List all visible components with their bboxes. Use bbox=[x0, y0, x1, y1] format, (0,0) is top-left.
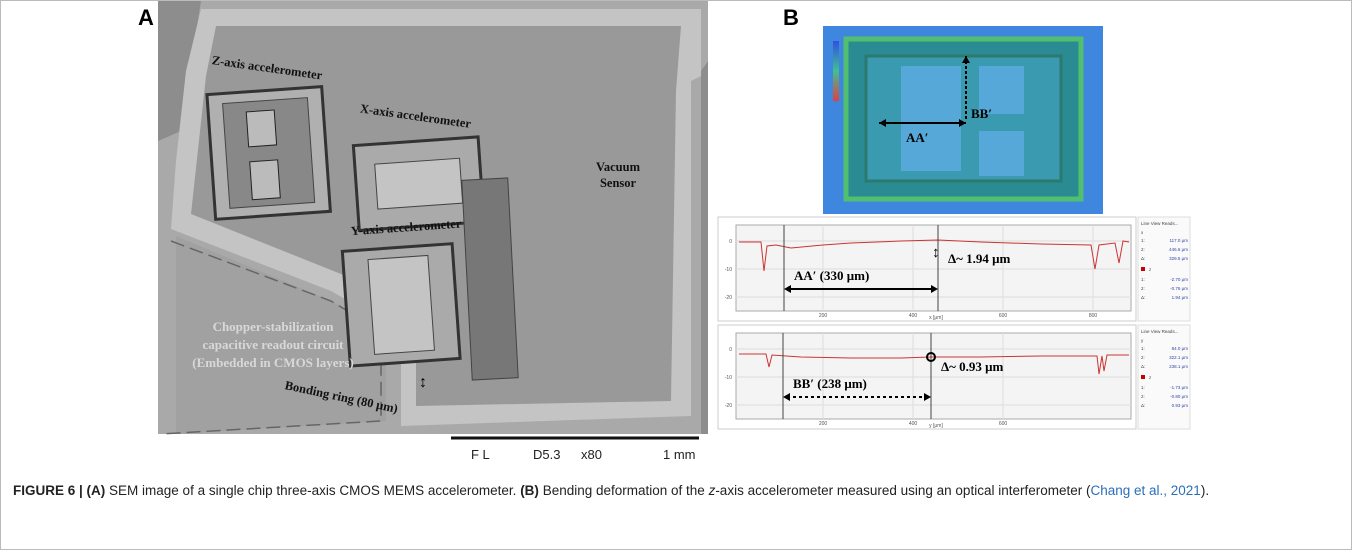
span-label: BB′ (238 μm) bbox=[793, 376, 867, 391]
scale-text: D5.3 bbox=[533, 447, 560, 462]
readout-value: 238.1 μm bbox=[1169, 364, 1188, 369]
citation[interactable]: Chang et al., 2021 bbox=[1090, 483, 1200, 498]
readout-key: 2: bbox=[1141, 286, 1145, 291]
caption: FIGURE 6 | (A) SEM image of a single chi… bbox=[13, 479, 1333, 503]
profiles: 0 -10 -20 200 400 600 800 x [μm] AA′ (330 μm) ↕ Δ~… bbox=[718, 217, 1190, 429]
readout-title: Line View Reads... bbox=[1141, 329, 1178, 334]
readout-value: -1.73 μm bbox=[1170, 385, 1188, 390]
readout-value: 84.0 μm bbox=[1172, 346, 1189, 351]
readout-value: -0.80 μm bbox=[1170, 394, 1188, 399]
tick-label: -20 bbox=[725, 403, 732, 409]
readout-value: 0.93 μm bbox=[1172, 403, 1189, 408]
tick-label: -10 bbox=[725, 375, 732, 381]
readout-key: 1: bbox=[1141, 346, 1145, 351]
panel-label: B bbox=[783, 5, 799, 30]
readout-key: 1: bbox=[1141, 238, 1145, 243]
scale-text: 1 mm bbox=[663, 447, 696, 462]
readout-key: Δ: bbox=[1141, 256, 1145, 261]
readout-title: Line View Reads... bbox=[1141, 221, 1178, 226]
caption-text: ). bbox=[1201, 483, 1209, 498]
tick-label: -20 bbox=[725, 295, 732, 301]
scale-text: x80 bbox=[581, 447, 602, 462]
label: Sensor bbox=[600, 176, 637, 190]
readout-key: 1: bbox=[1141, 385, 1145, 390]
label: Chopper-stabilization bbox=[213, 319, 335, 334]
label: Vacuum bbox=[596, 160, 641, 174]
figure-art: A Z-axis accelerometer X-axis accelerome… bbox=[1, 1, 1352, 471]
scale-text: F L bbox=[471, 447, 490, 462]
chip-map bbox=[979, 131, 1024, 176]
chip-map bbox=[901, 66, 961, 171]
readout-panel bbox=[1138, 217, 1190, 321]
caption-text: Bending deformation of the bbox=[539, 483, 709, 498]
readout-value: 329.5 μm bbox=[1169, 256, 1188, 261]
tick-label: 200 bbox=[819, 421, 828, 427]
series-swatch bbox=[1141, 375, 1145, 379]
readout-key: 2: bbox=[1141, 247, 1145, 252]
readout-value: 322.1 μm bbox=[1169, 355, 1188, 360]
span-label: AA′ (330 μm) bbox=[794, 268, 869, 283]
readout-key: 2: bbox=[1141, 355, 1145, 360]
readout-key: 1: bbox=[1141, 277, 1145, 282]
readout-value: 1.94 μm bbox=[1172, 295, 1189, 300]
tick-label: -10 bbox=[725, 267, 732, 273]
panel-label: A bbox=[138, 5, 154, 30]
arrow: ↕ bbox=[419, 374, 427, 391]
delta-label: Δ~ 1.94 μm bbox=[948, 251, 1011, 266]
caption-text: -axis accelerometer measured using an op… bbox=[715, 483, 1090, 498]
label: (Embedded in CMOS layers) bbox=[192, 355, 353, 370]
tick-label: 400 bbox=[909, 421, 918, 427]
axis-label: y [μm] bbox=[929, 423, 943, 429]
readout-value: -2.70 μm bbox=[1170, 277, 1188, 282]
readout-key: Δ: bbox=[1141, 295, 1145, 300]
readout-key: Δ: bbox=[1141, 364, 1145, 369]
axis-label: x [μm] bbox=[929, 315, 943, 321]
z-accelerometer bbox=[207, 87, 330, 220]
tick-label: 0 bbox=[729, 347, 732, 353]
colorbar bbox=[833, 41, 839, 101]
label: capacitive readout circuit bbox=[202, 337, 344, 352]
readout-panel bbox=[1138, 325, 1190, 429]
chip-map bbox=[866, 56, 1061, 181]
readout-value: 117.0 μm bbox=[1169, 238, 1188, 243]
readout-value: 446.6 μm bbox=[1169, 247, 1188, 252]
vacuum-sensor bbox=[462, 178, 518, 380]
map-label: BB′ bbox=[971, 106, 992, 121]
figure: A Z-axis accelerometer X-axis accelerome… bbox=[0, 0, 1352, 550]
caption-label: FIGURE 6 | (A) bbox=[13, 483, 105, 498]
readout-key: 2: bbox=[1141, 394, 1145, 399]
tick-label: 600 bbox=[999, 421, 1008, 427]
arrow: ↕ bbox=[932, 244, 940, 261]
series-swatch bbox=[1141, 267, 1145, 271]
readout-value: -0.76 μm bbox=[1170, 286, 1188, 291]
tick-label: 600 bbox=[999, 313, 1008, 319]
tick-label: 800 bbox=[1089, 313, 1098, 319]
delta-label: Δ~ 0.93 μm bbox=[941, 359, 1004, 374]
tick-label: 400 bbox=[909, 313, 918, 319]
tick-label: 200 bbox=[819, 313, 828, 319]
map-label: AA′ bbox=[906, 130, 928, 145]
caption-label: (B) bbox=[516, 483, 539, 498]
tick-label: 0 bbox=[729, 239, 732, 245]
caption-text: SEM image of a single chip three-axis CM… bbox=[105, 483, 516, 498]
readout-key: Δ: bbox=[1141, 403, 1145, 408]
y-accelerometer bbox=[342, 244, 460, 366]
